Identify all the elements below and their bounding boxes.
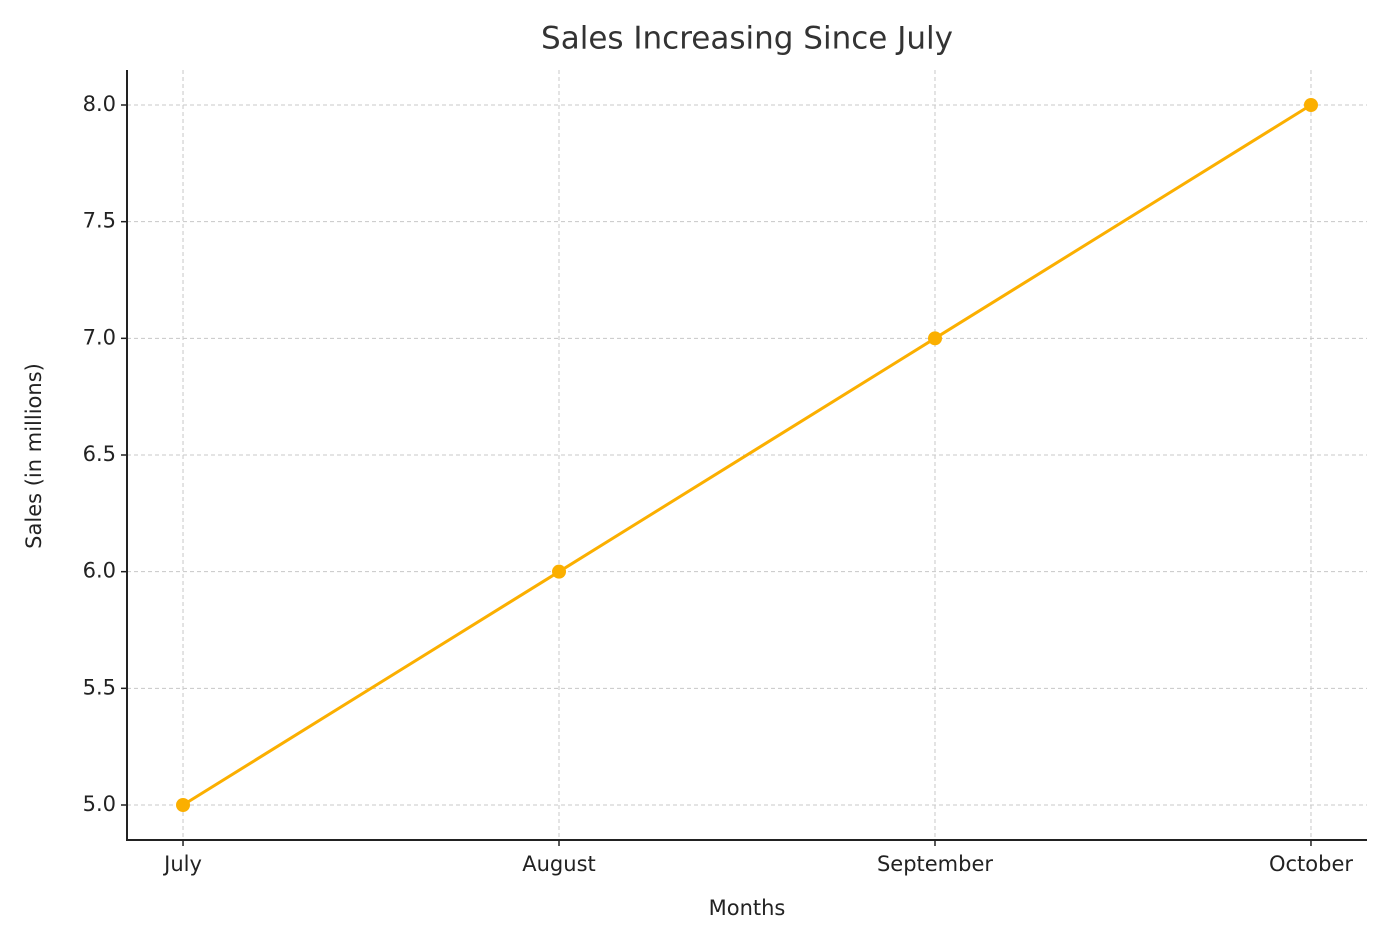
point [1303,98,1318,112]
y-axis-label: Sales (in millions) [22,363,46,549]
y-tick-label: 6.5 [83,442,116,466]
y-tick-label: 6.0 [83,559,116,583]
y-tick-label: 8.0 [83,92,116,116]
y-tick-label: 5.0 [83,792,116,816]
line [182,103,1312,807]
y-tick-label: 5.5 [83,675,116,699]
x-axis-label: Months [709,896,786,920]
y-tick-label: 7.0 [83,325,116,349]
chart-title: Sales Increasing Since July [541,21,953,57]
x-tick-label: July [162,852,202,876]
y-tick-label: 7.5 [83,209,116,233]
x-tick-label: October [1269,852,1353,876]
point [176,798,191,812]
x-tick-label: August [522,852,596,876]
point [927,331,942,346]
x-tick-label: September [877,852,993,876]
point [552,564,567,579]
